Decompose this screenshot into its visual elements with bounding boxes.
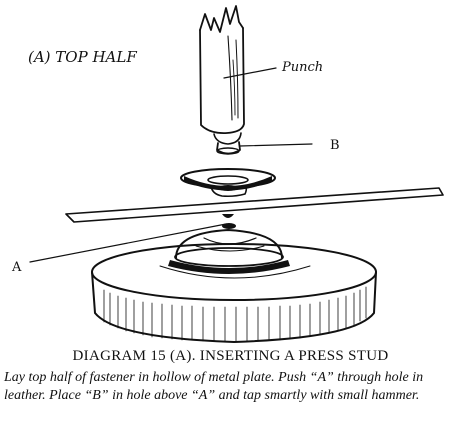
b-leader-line <box>239 143 313 147</box>
fastener-top-half <box>180 168 276 198</box>
punch-tool <box>199 5 245 155</box>
diagram-heading: (A) TOP HALF <box>28 48 137 66</box>
caption-body: Lay top half of fastener in hollow of me… <box>4 370 424 403</box>
b-label: B <box>330 138 340 153</box>
metal-plate <box>91 243 377 343</box>
fastener-part-a <box>168 223 290 274</box>
leather-sheet <box>65 187 444 223</box>
punch-label: Punch <box>281 60 323 75</box>
punch-leader-line <box>223 67 277 79</box>
a-leader-line <box>29 223 227 263</box>
caption-title: DIAGRAM 15 (A). INSERTING A PRESS STUD <box>72 348 389 364</box>
a-label: A <box>11 260 22 275</box>
